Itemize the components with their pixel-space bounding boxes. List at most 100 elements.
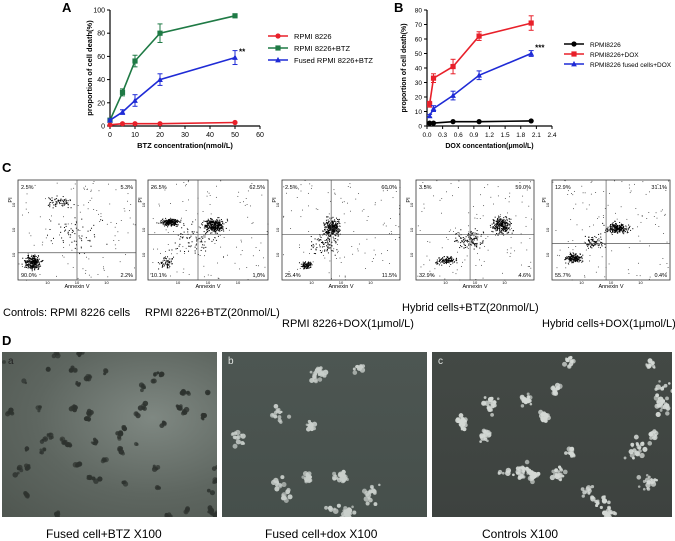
event-dot [40,265,42,267]
event-dot [339,257,341,259]
event-dot [180,221,182,223]
event-dot [502,233,504,235]
event-dot [339,223,341,225]
event-dot [85,237,87,239]
event-dot [501,232,503,234]
event-dot [225,222,227,224]
cell [484,400,490,406]
event-dot [449,265,450,267]
event-dot [567,241,569,242]
event-dot [72,229,74,231]
event-dot [214,237,216,239]
event-dot [216,223,218,225]
cell [117,436,122,441]
event-dot [30,258,32,260]
event-dot [188,273,190,275]
cell [165,515,170,517]
event-dot [622,225,624,227]
event-dot [47,234,48,236]
cell [336,503,341,508]
event-dot [62,199,64,201]
event-dot [28,212,29,214]
event-dot [209,222,211,224]
event-dot [240,239,242,241]
event-dot [210,274,212,276]
event-dot [223,230,225,232]
event-dot [303,262,305,264]
event-dot [300,216,302,218]
event-dot [441,260,443,262]
event-dot [38,258,40,260]
event-dot [83,252,85,254]
event-dot [494,227,496,229]
event-dot [212,227,214,229]
event-dot [618,230,620,232]
event-dot [487,236,489,238]
event-dot [192,233,194,235]
event-dot [190,235,192,237]
event-dot [34,267,36,269]
event-dot [55,206,57,208]
event-dot [572,259,574,261]
event-dot [614,230,616,232]
x-tick-label: 0.0 [422,132,431,139]
cell [640,441,645,447]
event-dot [303,263,305,265]
event-dot [30,235,32,237]
event-dot [609,192,610,194]
event-dot [33,244,35,246]
event-dot [308,261,310,263]
event-dot [28,256,30,258]
x-tick-label: 60 [256,132,264,139]
event-dot [35,258,37,260]
event-dot [123,208,125,210]
event-dot [620,223,622,225]
event-dot [335,226,337,228]
event-dot [530,181,531,183]
event-dot [335,221,337,223]
event-dot [493,221,495,223]
event-dot [36,263,38,265]
event-dot [509,229,511,231]
event-dot [211,225,213,227]
event-dot [646,218,648,219]
event-dot [167,244,169,245]
event-dot [40,261,42,263]
event-dot [187,229,189,231]
event-dot [447,256,449,258]
event-dot [392,197,394,199]
event-dot [595,192,597,193]
cell [363,496,369,502]
cell [659,408,663,412]
event-dot [218,225,220,227]
cell [38,407,42,411]
event-dot [163,265,165,267]
event-dot [208,222,210,224]
event-dot [56,198,58,200]
event-dot [203,247,205,249]
cell [458,413,464,418]
event-dot [337,250,339,252]
event-dot [56,275,57,277]
event-dot [80,246,82,248]
event-dot [568,247,569,248]
event-dot [176,253,178,255]
event-dot [583,241,585,243]
event-dot [459,279,461,281]
event-dot [180,236,182,238]
event-dot [300,263,302,265]
event-dot [596,242,598,244]
event-dot [71,232,73,233]
cell [73,368,78,373]
event-dot [325,242,327,244]
cell [273,403,279,409]
event-dot [509,221,511,223]
event-dot [213,228,215,230]
event-dot [164,263,166,265]
event-dot [170,258,172,260]
event-dot [83,204,85,206]
event-dot [593,240,595,242]
event-dot [221,224,223,226]
event-dot [326,239,328,241]
event-dot [35,263,37,265]
